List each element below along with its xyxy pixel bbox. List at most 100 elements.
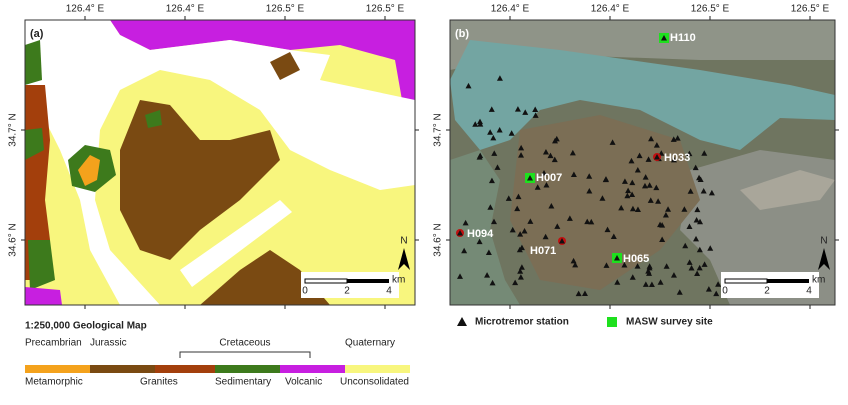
station [517, 268, 524, 274]
site-label: H110 [670, 32, 696, 44]
station [552, 137, 559, 144]
legend-label: Volcanic [285, 377, 322, 388]
station [682, 242, 689, 249]
site-label: H033 [664, 152, 690, 164]
legend-label: MASW survey site [626, 317, 713, 328]
era-label: Jurassic [90, 338, 127, 349]
x-tick-label: 126.5° E [691, 4, 730, 15]
station [642, 281, 649, 287]
era-label: Quaternary [345, 338, 395, 349]
station [603, 262, 610, 268]
scale-bg [721, 272, 819, 298]
station [584, 218, 591, 225]
station [697, 218, 704, 225]
y-tick-label: 34.6° N [8, 223, 19, 256]
unit-area [120, 100, 280, 260]
station [647, 197, 654, 203]
x-tick-label: 126.4° E [591, 4, 630, 15]
station [465, 82, 472, 89]
satellite-map: H110 H033 H007 H094 H071 H065 (b) [449, 19, 836, 306]
y-tick-label: 34.7° N [8, 113, 19, 146]
station [461, 247, 468, 254]
station [634, 166, 641, 173]
unit-area [78, 155, 100, 186]
station [693, 217, 700, 223]
unit-area [25, 128, 44, 160]
station [484, 272, 491, 278]
station [575, 290, 582, 297]
station [554, 223, 561, 229]
station [618, 204, 625, 211]
station [687, 188, 694, 194]
station [700, 187, 707, 194]
legend-bar: Metamorphic Granites Sedimentary Volcanic Un… [25, 365, 410, 388]
station [701, 150, 708, 156]
station [624, 192, 631, 199]
x-tick-label: 126.4° E [66, 4, 105, 15]
station [490, 218, 497, 225]
station [457, 273, 464, 279]
station [686, 150, 693, 157]
scale-label: 4 [386, 286, 392, 297]
scale-label: 0 [302, 286, 308, 297]
station [634, 206, 641, 212]
station [707, 245, 714, 251]
station [676, 289, 683, 295]
station-symbol [457, 317, 467, 326]
station [517, 231, 524, 237]
river [180, 200, 292, 287]
station [509, 226, 516, 233]
station [569, 149, 576, 156]
station [609, 139, 616, 145]
panel-label: (b) [455, 28, 469, 40]
station [670, 136, 677, 142]
north-arrow [818, 248, 830, 270]
station [602, 176, 609, 182]
station [491, 150, 498, 156]
station [586, 173, 593, 179]
station [659, 222, 666, 228]
station [681, 206, 688, 212]
legend-label: Metamorphic [25, 377, 83, 388]
y-tick-label: 34.7° N [433, 113, 444, 146]
station [629, 205, 636, 212]
station [696, 246, 703, 253]
scale-unit: km [392, 275, 405, 286]
scale-bar [304, 278, 348, 284]
station [708, 189, 715, 196]
scale-bar [724, 278, 768, 284]
unit-area [200, 250, 330, 305]
sites: H110 H033 H007 H094 H071 H065 [456, 32, 696, 265]
station [648, 135, 655, 142]
station [508, 130, 515, 136]
scale-label: 0 [722, 286, 728, 297]
unit-area [25, 40, 42, 85]
axes: 126.4° E 126.4° E 126.5° E 126.5° E 34.7° N 3… [8, 4, 839, 309]
legend-title: 1:250,000 Geological Map [25, 321, 147, 332]
farmland [510, 115, 700, 290]
station [522, 109, 529, 115]
river [25, 20, 415, 305]
station [686, 259, 693, 265]
station [505, 195, 512, 201]
era-label: Precambrian [25, 338, 82, 349]
station [694, 206, 701, 213]
era-label: Cretaceous [219, 338, 270, 349]
station [713, 290, 720, 297]
station [476, 154, 483, 160]
station [518, 244, 525, 251]
station [570, 171, 577, 177]
north-label: N [400, 236, 407, 247]
station [653, 142, 660, 148]
scale-label: 4 [806, 286, 812, 297]
station [534, 184, 541, 190]
site-symbol [607, 317, 617, 327]
station [629, 274, 636, 280]
scale-bg [301, 272, 399, 298]
x-tick-label: 126.5° E [366, 4, 405, 15]
station [521, 228, 528, 234]
station [610, 233, 617, 240]
scale-bar [767, 279, 809, 283]
station [477, 118, 484, 125]
water [450, 40, 835, 150]
